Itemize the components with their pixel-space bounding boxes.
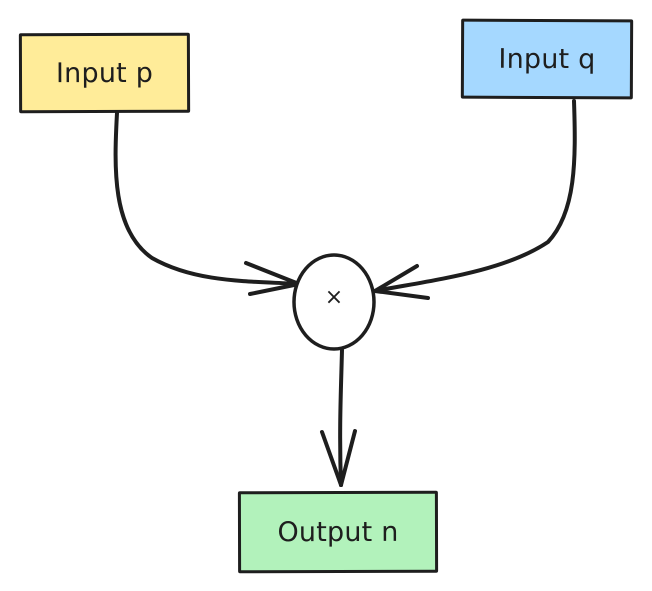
input-p-label: Input p — [55, 57, 154, 89]
edge-p-to-op — [113, 111, 301, 296]
edge-op-to-n — [320, 348, 357, 487]
input-q-label: Input q — [498, 43, 596, 75]
input-p-node: Input p — [18, 32, 191, 114]
output-n-label: Output n — [277, 516, 399, 548]
operator-circle — [292, 253, 376, 351]
edge-q-to-op — [373, 99, 577, 300]
operator-symbol: × — [324, 284, 344, 310]
output-n-node: Output n — [237, 490, 439, 574]
input-q-node: Input q — [460, 18, 634, 100]
